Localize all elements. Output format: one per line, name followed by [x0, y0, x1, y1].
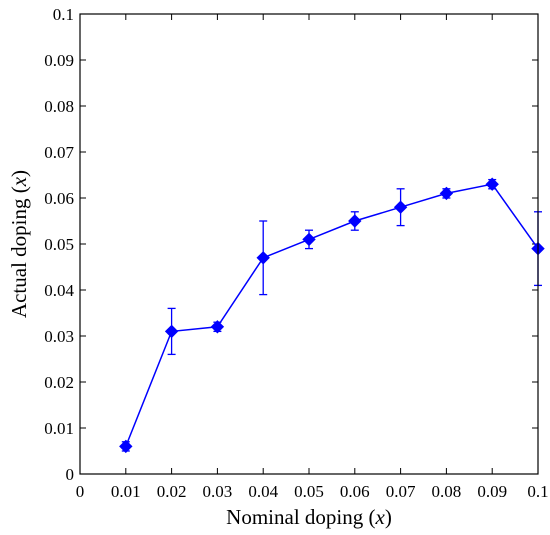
- x-tick-label: 0.02: [157, 482, 187, 501]
- y-tick-label: 0: [66, 465, 75, 484]
- x-axis-label: Nominal doping (x): [226, 505, 392, 529]
- data-point-diamond: [210, 320, 225, 334]
- x-tick-label: 0.1: [527, 482, 548, 501]
- data-point-diamond: [393, 200, 408, 214]
- y-axis-label-text: Actual doping: [7, 198, 31, 318]
- data-point-diamond: [439, 186, 454, 201]
- data-point-diamond: [164, 324, 179, 339]
- data-point-diamond: [485, 177, 499, 191]
- y-tick-label: 0.07: [44, 143, 74, 162]
- x-tick-label: 0.08: [432, 482, 462, 501]
- x-tick-label: 0.03: [203, 482, 233, 501]
- x-axis-label-text: Nominal doping: [226, 505, 364, 529]
- y-tick-label: 0.06: [44, 189, 74, 208]
- y-tick-label: 0.05: [44, 235, 74, 254]
- data-point-diamond: [119, 439, 133, 454]
- data-series: [119, 177, 545, 454]
- y-tick-label: 0.1: [53, 5, 74, 24]
- x-tick-label: 0.05: [294, 482, 324, 501]
- data-point-diamond: [256, 251, 270, 265]
- tick-labels: 0 0.01 0.02 0.03 0.04 0.05 0.06 0.07 0.08 0.09 0.1…: [44, 5, 548, 501]
- x-tick-label: 0.04: [248, 482, 278, 501]
- x-tick-label: 0.07: [386, 482, 416, 501]
- y-tick-label: 0.08: [44, 97, 74, 116]
- plot-frame: [79, 13, 539, 475]
- y-axis-label-var: x: [7, 176, 31, 187]
- x-axis-label-var: x: [375, 505, 386, 529]
- y-tick-label: 0.01: [44, 419, 74, 438]
- y-tick-label: 0.03: [44, 327, 74, 346]
- y-tick-label: 0.09: [44, 51, 74, 70]
- x-tick-label: 0.01: [111, 482, 141, 501]
- x-tick-label: 0.06: [340, 482, 370, 501]
- data-point-diamond: [302, 232, 316, 247]
- data-point-diamond: [348, 214, 362, 228]
- x-tick-label: 0.09: [477, 482, 507, 501]
- y-axis-label: Actual doping (x): [7, 170, 31, 318]
- series-line: [125, 183, 539, 447]
- x-tick-label: 0: [76, 482, 85, 501]
- y-tick-label: 0.02: [44, 373, 74, 392]
- y-tick-label: 0.04: [44, 281, 74, 300]
